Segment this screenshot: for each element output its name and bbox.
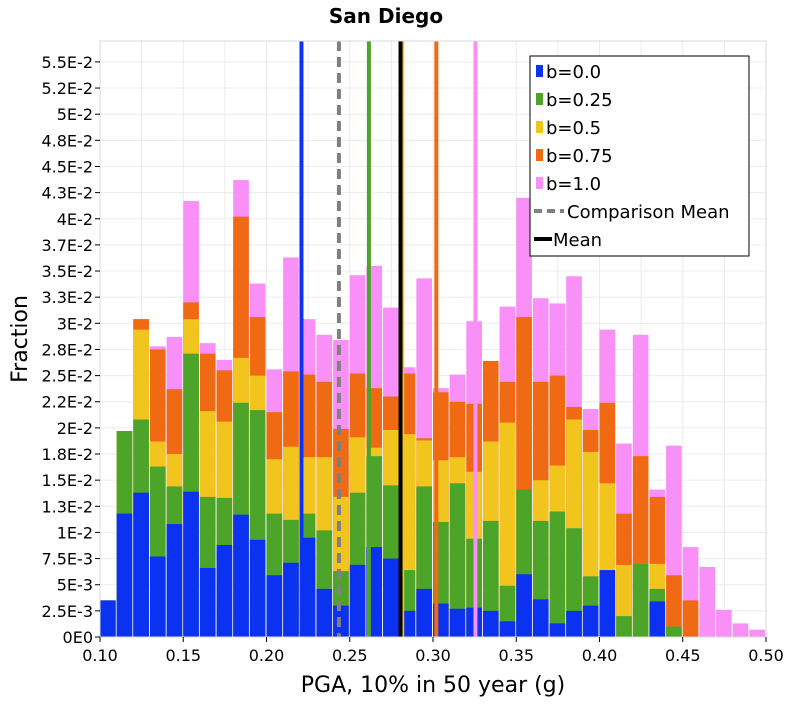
y-tick-label-7: 1.8E-2: [41, 445, 93, 464]
bar-b00-2: [133, 492, 149, 637]
bar-b10-39: [749, 629, 765, 637]
bar-b00-9: [249, 539, 266, 637]
bar-b00-3: [149, 556, 166, 637]
bar-b00-19: [416, 588, 432, 637]
y-tick-label-10: 2.5E-2: [41, 367, 93, 386]
x-tick-label-1: 0.15: [165, 646, 201, 665]
x-tick-label-0: 0.10: [82, 646, 118, 665]
y-axis-title: Fraction: [8, 295, 33, 383]
y-tick-label-11: 2.8E-2: [41, 340, 93, 359]
bar-b00-15: [349, 564, 366, 637]
y-tick-label-8: 2E-2: [57, 419, 93, 438]
y-tick-label-4: 1E-2: [57, 523, 93, 542]
legend-box: [529, 55, 750, 257]
x-tick-label-5: 0.35: [498, 646, 534, 665]
legend-label-3: b=0.75: [546, 146, 613, 167]
mean-lines: [299, 41, 478, 637]
legend-label-5: Comparison Mean: [567, 202, 730, 223]
y-tick-label-2: 5E-3: [57, 576, 93, 595]
bar-b10-38: [732, 623, 749, 637]
legend-label-6: Mean: [553, 230, 602, 251]
legend-label-0: b=0.0: [546, 62, 601, 83]
chart-title: San Diego: [329, 4, 443, 28]
y-tick-label-15: 3.7E-2: [41, 236, 93, 255]
bar-b05-24: [499, 422, 516, 637]
y-tick-label-20: 5E-2: [57, 105, 93, 124]
bar-b025-28: [566, 528, 582, 637]
x-tick-label-4: 0.30: [415, 646, 451, 665]
bar-b00-25: [516, 574, 532, 637]
y-tick-label-5: 1.3E-2: [41, 497, 93, 516]
y-tick-label-0: 0E0: [63, 628, 93, 647]
y-tick-label-6: 1.5E-2: [41, 471, 93, 490]
bar-b10-36: [699, 566, 716, 637]
bar-b00-23: [482, 610, 499, 637]
bar-b00-17: [383, 558, 399, 637]
bar-b00-5: [183, 491, 199, 637]
y-axis-ticks: 0E0 2.5E-3 5E-3 7.5E-3 1E-2 1.3E-2 1.5E-2 1.8E-…: [41, 53, 100, 647]
bar-b00-4: [166, 524, 183, 637]
bar-b00-33: [649, 601, 666, 637]
bar-b025-34: [666, 626, 682, 637]
bar-b00-12: [299, 537, 316, 637]
bar-b025-32: [632, 563, 649, 637]
legend-swatch-1: [536, 93, 543, 105]
bar-b00-29: [582, 605, 599, 637]
bar-b00-27: [549, 623, 566, 637]
bar-b10-37: [716, 609, 732, 637]
x-tick-label-2: 0.20: [249, 646, 285, 665]
bar-b00-28: [566, 610, 582, 637]
y-tick-label-18: 4.5E-2: [41, 157, 93, 176]
x-tick-label-3: 0.25: [332, 646, 368, 665]
bar-b025-27: [549, 511, 566, 637]
bar-b00-21: [449, 608, 466, 637]
bar-b00-8: [233, 514, 249, 637]
legend: b=0.0 b=0.25 b=0.5 b=0.75 b=1.0 Comparison Me…: [529, 55, 750, 257]
bar-b025-23: [482, 520, 499, 637]
y-tick-label-1: 2.5E-3: [41, 602, 93, 621]
bar-b00-6: [199, 567, 216, 637]
bar-b075-35: [682, 600, 699, 637]
bar-b00-24: [499, 621, 516, 637]
y-tick-label-22: 5.5E-2: [41, 53, 93, 72]
bar-b00-7: [216, 544, 233, 637]
bar-b00-26: [532, 599, 549, 637]
legend-swatch-0: [536, 65, 543, 77]
bar-b025-21: [449, 483, 466, 637]
y-tick-label-19: 4.8E-2: [41, 131, 93, 150]
bar-b00-13: [316, 588, 333, 637]
x-tick-label-6: 0.40: [582, 646, 618, 665]
y-tick-label-13: 3.3E-2: [41, 288, 93, 307]
legend-label-4: b=1.0: [546, 174, 601, 195]
bar-b00-0: [100, 600, 116, 637]
x-tick-label-8: 0.50: [748, 646, 784, 665]
y-tick-label-17: 4.3E-2: [41, 184, 93, 203]
y-tick-label-12: 3E-2: [57, 314, 93, 333]
legend-label-1: b=0.25: [546, 90, 613, 111]
y-tick-label-9: 2.2E-2: [41, 393, 93, 412]
x-axis-title: PGA, 10% in 50 year (g): [301, 673, 565, 698]
y-tick-label-3: 7.5E-3: [41, 550, 93, 569]
legend-swatch-2: [536, 121, 543, 133]
bar-b025-31: [616, 616, 632, 637]
y-tick-label-21: 5.2E-2: [41, 79, 93, 98]
bar-b00-30: [599, 570, 616, 637]
x-tick-label-7: 0.45: [665, 646, 701, 665]
legend-label-2: b=0.5: [546, 118, 601, 139]
legend-swatch-4: [536, 177, 543, 189]
y-tick-label-16: 4E-2: [57, 210, 93, 229]
bar-b075-34: [666, 575, 682, 637]
bar-b00-1: [116, 513, 133, 637]
bar-b00-11: [283, 562, 299, 637]
y-tick-label-14: 3.5E-2: [41, 262, 93, 281]
bar-b00-10: [266, 575, 283, 637]
legend-swatch-3: [536, 149, 543, 161]
x-axis-ticks: 0.10 0.15 0.20 0.25 0.30 0.35 0.40 0.45 0.50: [82, 637, 784, 665]
